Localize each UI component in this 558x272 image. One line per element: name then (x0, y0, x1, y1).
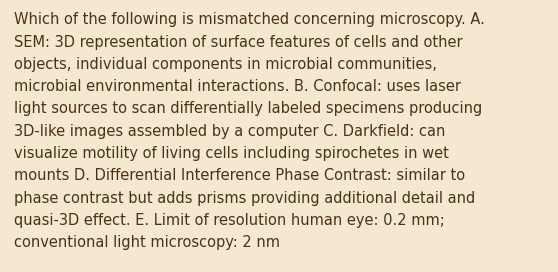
Text: Which of the following is mismatched concerning microscopy. A.: Which of the following is mismatched con… (14, 12, 485, 27)
Text: light sources to scan differentially labeled specimens producing: light sources to scan differentially lab… (14, 101, 482, 116)
Text: visualize motility of living cells including spirochetes in wet: visualize motility of living cells inclu… (14, 146, 449, 161)
Text: quasi-3D effect. E. Limit of resolution human eye: 0.2 mm;: quasi-3D effect. E. Limit of resolution … (14, 213, 445, 228)
Text: objects, individual components in microbial communities,: objects, individual components in microb… (14, 57, 437, 72)
Text: SEM: 3D representation of surface features of cells and other: SEM: 3D representation of surface featur… (14, 35, 463, 50)
Text: microbial environmental interactions. B. Confocal: uses laser: microbial environmental interactions. B.… (14, 79, 461, 94)
Text: 3D-like images assembled by a computer C. Darkfield: can: 3D-like images assembled by a computer C… (14, 124, 445, 139)
Text: phase contrast but adds prisms providing additional detail and: phase contrast but adds prisms providing… (14, 191, 475, 206)
Text: conventional light microscopy: 2 nm: conventional light microscopy: 2 nm (14, 235, 280, 250)
Text: mounts D. Differential Interference Phase Contrast: similar to: mounts D. Differential Interference Phas… (14, 168, 465, 183)
